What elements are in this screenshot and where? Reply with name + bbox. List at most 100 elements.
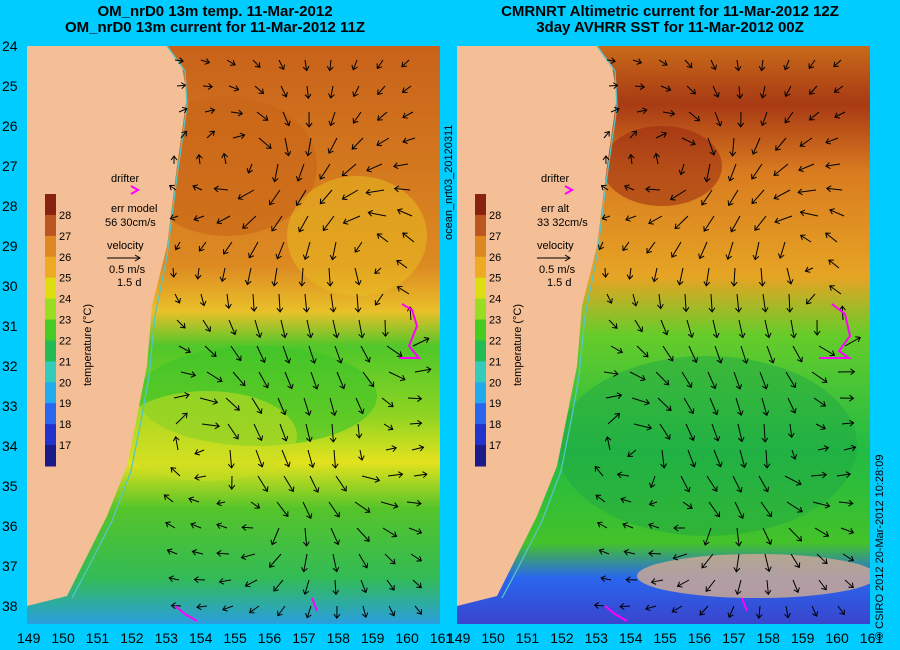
current-vector-arrow	[298, 215, 309, 233]
current-vector-arrow	[707, 137, 716, 156]
current-vector-arrow	[376, 233, 389, 243]
current-vector-arrow	[204, 345, 217, 357]
current-vector-arrow	[828, 259, 840, 269]
current-vector-arrow	[382, 319, 389, 337]
current-vector-arrow	[813, 319, 821, 336]
current-vector-arrow	[206, 371, 223, 383]
current-vector-arrow	[648, 215, 663, 225]
lat-tick-label: 25	[2, 78, 18, 94]
lat-tick-label: 26	[2, 118, 18, 134]
colorbar-swatch	[45, 424, 56, 446]
current-vector-arrow	[302, 501, 313, 519]
current-vector-arrow	[361, 475, 381, 483]
current-vector-arrow	[170, 155, 178, 165]
current-vector-arrow	[616, 471, 630, 479]
current-vector-arrow	[194, 449, 205, 456]
current-vector-arrow	[784, 85, 792, 98]
colorbar-swatch	[45, 256, 56, 279]
current-vector-arrow	[816, 553, 828, 565]
current-vector-arrow	[709, 397, 719, 416]
left-err-label: err model	[111, 203, 157, 215]
current-vector-arrow	[334, 345, 344, 364]
lat-tick-label: 34	[2, 438, 18, 454]
current-vector-arrow	[610, 345, 623, 354]
left-shelf-line	[71, 46, 188, 599]
current-vector-arrow	[674, 215, 689, 230]
current-vector-arrow	[322, 215, 335, 232]
current-vector-arrow	[199, 293, 207, 307]
lon-tick-label: 153	[154, 630, 178, 646]
current-vector-arrow	[712, 85, 720, 98]
current-vector-arrow	[636, 107, 648, 115]
colorbar-tick-label: 25	[489, 273, 501, 285]
current-vector-arrow	[178, 106, 188, 114]
current-vector-arrow	[386, 345, 403, 357]
current-vector-arrow	[606, 57, 616, 65]
colorbar-swatch	[475, 382, 486, 404]
current-vector-arrow	[225, 293, 232, 310]
current-vector-arrow	[196, 603, 208, 611]
current-vector-arrow	[237, 189, 255, 200]
current-vector-arrow	[228, 319, 237, 336]
current-vector-arrow	[180, 130, 187, 139]
current-vector-arrow	[833, 85, 844, 93]
current-vector-arrow	[662, 110, 676, 117]
current-vector-arrow	[631, 397, 650, 406]
current-vector-arrow	[593, 602, 605, 609]
current-vector-arrow	[650, 578, 664, 585]
current-vector-arrow	[352, 85, 360, 98]
current-vector-arrow	[329, 241, 337, 261]
lon-tick-label: 152	[120, 630, 144, 646]
current-vector-arrow	[645, 185, 661, 193]
current-vector-arrow	[633, 423, 653, 431]
current-vector-arrow	[176, 82, 187, 89]
current-vector-arrow	[275, 241, 285, 260]
colorbar-swatch	[475, 445, 486, 467]
current-vector-arrow	[280, 319, 288, 339]
current-vector-arrow	[657, 397, 672, 412]
current-vector-arrow	[360, 345, 371, 363]
current-vector-arrow	[396, 259, 408, 269]
current-vector-arrow	[805, 293, 816, 305]
colorbar-tick-label: 18	[59, 419, 71, 431]
current-vector-arrow	[732, 475, 743, 493]
current-vector-arrow	[681, 137, 696, 146]
right-hot-spot	[602, 126, 722, 206]
colorbar-tick-label: 22	[489, 335, 501, 347]
current-vector-arrow	[601, 214, 611, 221]
current-vector-arrow	[362, 371, 375, 388]
current-vector-arrow	[759, 371, 769, 390]
current-vector-arrow	[174, 241, 181, 251]
left-velocity-label: velocity	[107, 240, 144, 252]
current-vector-arrow	[713, 449, 723, 468]
current-vector-arrow	[396, 285, 410, 295]
current-vector-arrow	[623, 549, 636, 556]
left-title-line1: OM_nrD0 13m temp. 11-Mar-2012	[97, 3, 333, 20]
current-vector-arrow	[606, 293, 613, 304]
colorbar-tick-label: 17	[489, 440, 501, 452]
current-vector-arrow	[788, 527, 803, 542]
current-vector-arrow	[358, 319, 365, 339]
current-vector-arrow	[799, 209, 819, 217]
right-velocity-arrowhead-icon	[564, 254, 571, 262]
current-vector-arrow	[684, 59, 693, 69]
current-vector-arrow	[374, 293, 384, 306]
current-vector-arrow	[774, 215, 793, 225]
current-vector-arrow	[374, 267, 382, 274]
right-title-line1: CMRNRT Altimetric current for 11-Mar-201…	[501, 3, 839, 20]
current-vector-arrow	[763, 449, 771, 469]
current-vector-arrow	[594, 465, 604, 477]
current-vector-arrow	[751, 189, 765, 205]
current-vector-arrow	[686, 319, 695, 339]
lat-tick-label: 36	[2, 518, 18, 534]
current-vector-arrow	[790, 319, 797, 339]
current-vector-arrow	[328, 85, 335, 99]
current-vector-arrow	[620, 496, 632, 504]
current-vector-arrow	[626, 267, 634, 280]
current-vector-arrow	[335, 475, 347, 492]
current-vector-arrow	[295, 163, 305, 182]
current-vector-arrow	[202, 319, 212, 332]
current-vector-arrow	[764, 319, 772, 339]
current-vector-arrow	[381, 397, 394, 408]
current-vector-arrow	[216, 522, 228, 529]
